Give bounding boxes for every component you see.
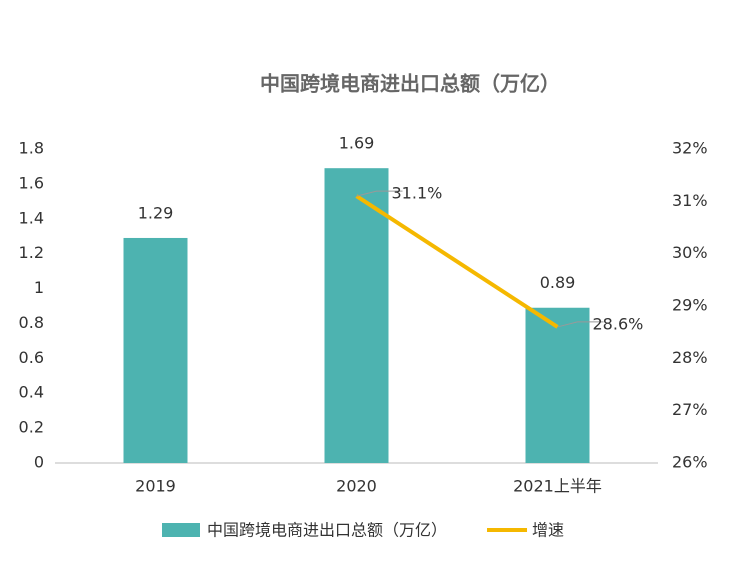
legend-label: 增速 [532,521,564,540]
y-tick-label: 0.6 [19,348,44,367]
bar [525,307,590,463]
y2-tick-label: 26% [672,453,708,472]
y-tick-label: 1 [34,278,44,297]
x-tick-label: 2021上半年 [513,477,602,496]
x-tick-label: 2019 [135,477,176,496]
y2-tick-label: 31% [672,191,708,210]
y2-tick-label: 30% [672,243,708,262]
y-tick-label: 0 [34,453,44,472]
y2-tick-label: 27% [672,400,708,419]
legend-label: 中国跨境电商进出口总额（万亿） [207,521,447,540]
bar [324,168,389,463]
y-tick-label: 1.6 [19,173,44,192]
leader-line [557,321,604,328]
y2-tick-label: 32% [672,139,708,158]
y-tick-label: 1.8 [19,139,44,158]
line-value-label: 31.1% [392,184,443,203]
y2-tick-label: 29% [672,296,708,315]
bar [123,237,188,463]
bar-value-label: 1.69 [339,134,375,153]
y2-tick-label: 28% [672,348,708,367]
bar-value-label: 0.89 [540,273,576,292]
y-tick-label: 0.2 [19,418,44,437]
y-tick-label: 1.4 [19,208,44,227]
y-tick-label: 0.8 [19,313,44,332]
y-tick-label: 0.4 [19,383,44,402]
y-tick-label: 1.2 [19,243,44,262]
legend-swatch [162,523,200,537]
x-tick-label: 2020 [336,477,377,496]
bar-value-label: 1.29 [138,203,174,222]
chart-title: 中国跨境电商进出口总额（万亿） [260,72,560,96]
line [355,194,559,329]
line-value-label: 28.6% [593,314,644,333]
leader-line [356,190,403,197]
